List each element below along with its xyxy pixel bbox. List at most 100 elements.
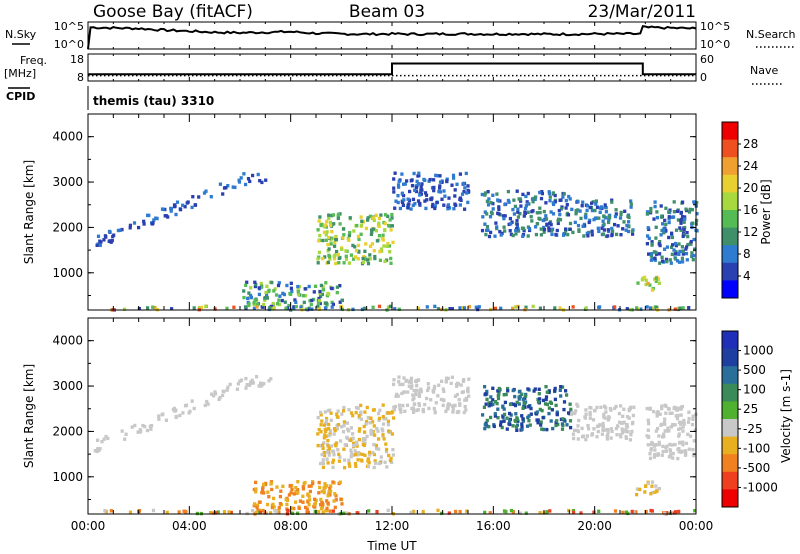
velocity-cell	[673, 423, 677, 427]
velocity-cell	[523, 402, 527, 406]
power-cell	[690, 251, 694, 255]
velocity-cell	[351, 444, 356, 448]
velocity-cell	[523, 405, 527, 409]
velocity-cell	[520, 392, 524, 396]
velocity-cell	[409, 386, 413, 390]
velocity-cell	[413, 379, 418, 383]
power-cell	[627, 224, 631, 228]
power-cell	[289, 281, 293, 285]
velocity-cell	[513, 403, 518, 408]
velocity-cell	[322, 423, 326, 427]
velocity-cell	[143, 424, 147, 429]
velocity-cell	[493, 414, 497, 418]
power-cell	[616, 224, 620, 228]
velocity-cell	[145, 428, 150, 433]
velocity-cell	[517, 390, 521, 394]
velocity-cell	[659, 423, 663, 427]
power-cell	[680, 215, 685, 219]
power-cell	[610, 200, 614, 204]
velocity-cell	[504, 392, 508, 397]
velocity-cell	[102, 437, 106, 441]
velocity-cell	[540, 427, 544, 431]
velocity-cell	[319, 423, 323, 427]
velocity-cell	[375, 446, 379, 451]
power-cell	[402, 198, 406, 202]
velocity-cell	[363, 453, 367, 457]
velocity-cell	[254, 480, 258, 485]
power-cell	[359, 215, 363, 219]
power-cell	[335, 285, 339, 289]
power-cell	[627, 220, 631, 224]
velocity-cell	[290, 506, 294, 510]
velocity-cell	[391, 448, 395, 452]
velocity-cell	[644, 509, 648, 514]
velocity-cell	[294, 486, 298, 490]
velocity-cell	[508, 419, 512, 423]
velocity-cell	[401, 403, 405, 408]
power-cell	[580, 204, 584, 208]
velocity-cell	[141, 423, 145, 428]
power-cell	[450, 307, 454, 311]
power-cell	[481, 215, 485, 219]
velocity-cell	[575, 402, 579, 407]
power-cell	[419, 185, 423, 189]
power-cell	[289, 292, 293, 296]
power-cell	[247, 291, 251, 295]
velocity-cell	[511, 510, 515, 514]
power-cell	[515, 189, 519, 193]
velocity-cell	[459, 383, 463, 387]
xaxis-label: Time UT	[366, 539, 417, 553]
velocity-cell	[521, 419, 525, 423]
velocity-cell	[353, 449, 357, 453]
power-cell	[152, 218, 156, 222]
power-cell	[388, 304, 392, 309]
power-cell	[511, 306, 515, 311]
velocity-cell	[338, 480, 342, 484]
power-cell	[588, 205, 592, 210]
velocity-cell	[348, 464, 352, 468]
velocity-cell	[616, 424, 620, 428]
velocity-cell	[328, 408, 332, 412]
velocity-cell	[648, 452, 652, 456]
velocity-cell	[599, 405, 603, 409]
date-title: 23/Mar/2011	[588, 2, 696, 22]
velocity-cell	[454, 509, 458, 514]
velocity-cell	[335, 412, 339, 416]
velocity-cell	[604, 410, 608, 414]
velocity-cell	[136, 430, 140, 434]
power-cell	[665, 259, 669, 264]
power-cell	[338, 300, 342, 304]
power-cell	[435, 200, 439, 205]
velocity-cell	[650, 440, 654, 445]
power-cell	[655, 210, 659, 214]
power-cell	[688, 241, 693, 245]
power-cell	[571, 230, 575, 235]
power-cell	[654, 276, 658, 281]
power-cell	[389, 261, 393, 265]
power-cell	[511, 233, 515, 238]
power-cell	[393, 206, 397, 210]
power-cell	[285, 283, 289, 288]
power-cell	[386, 305, 391, 309]
velocity-cell	[284, 497, 288, 502]
velocity-cell	[588, 405, 592, 410]
power-cell	[151, 221, 155, 225]
velocity-cell	[203, 403, 207, 408]
power-cell	[673, 252, 678, 256]
velocity-cell	[661, 435, 665, 439]
velocity-cell	[238, 379, 242, 383]
velocity-cell	[366, 459, 370, 463]
velocity-cell	[656, 452, 661, 457]
velocity-cell	[588, 410, 592, 415]
velocity-cell	[643, 490, 647, 494]
velocity-cell	[188, 409, 192, 414]
power-cell	[647, 252, 651, 256]
power-cell	[245, 280, 249, 284]
power-cell	[385, 244, 389, 248]
power-cell	[516, 215, 520, 219]
velocity-cell	[588, 416, 592, 420]
power-cell	[553, 200, 557, 204]
power-cell	[665, 245, 669, 249]
velocity-cell	[263, 482, 267, 487]
power-cell	[519, 199, 523, 203]
